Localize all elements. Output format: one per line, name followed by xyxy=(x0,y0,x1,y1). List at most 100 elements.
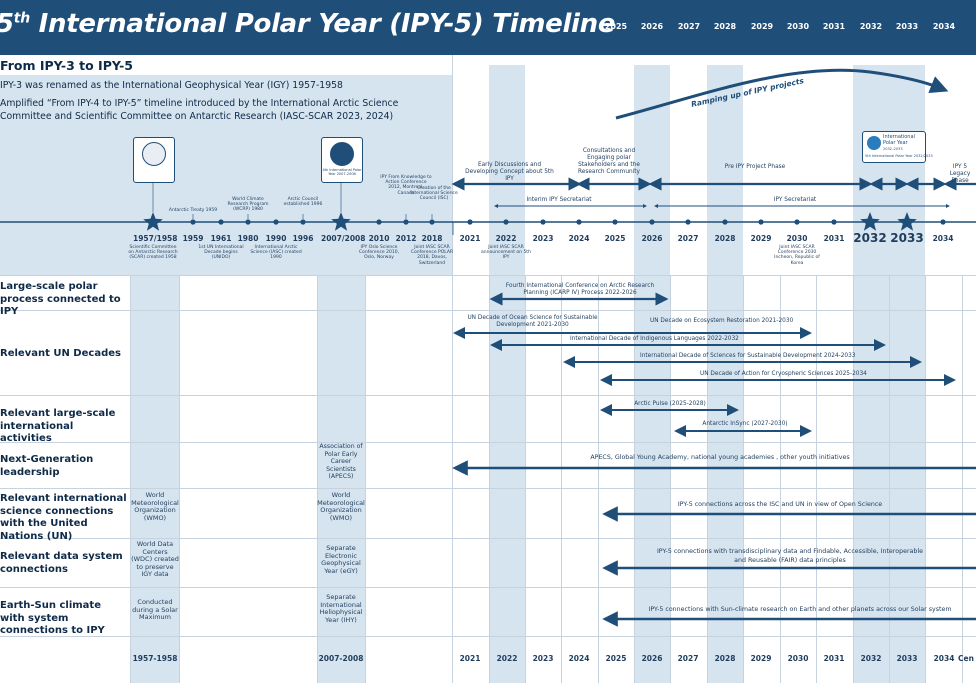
isc-un-label: IPY-5 connections across the ISC and UN … xyxy=(677,501,883,508)
dot-marker xyxy=(300,219,306,225)
event-1958-scar: Scientific Committee on Antarctic Resear… xyxy=(128,245,178,261)
event-1961: 1st UN International Decade begins (UNID… xyxy=(198,245,244,261)
header-year: 2025 xyxy=(604,22,628,31)
star-marker xyxy=(331,212,351,231)
timeline-year: 2033 xyxy=(890,231,924,245)
un-sciences-label: International Decade of Sciences for Sus… xyxy=(640,353,856,359)
dot-marker xyxy=(794,219,800,225)
row-divider xyxy=(0,395,976,396)
timeline-year: 2030 xyxy=(786,234,808,243)
ipy5-badge-years: 2032–2033 xyxy=(883,147,903,151)
col-divider xyxy=(853,275,854,683)
header-bar xyxy=(0,0,976,55)
star-marker xyxy=(897,212,917,231)
col-divider xyxy=(452,55,453,683)
ipy5-logo-icon xyxy=(867,136,881,150)
ihy-cell: Separate International Heliophysical Yea… xyxy=(319,593,363,624)
col-divider xyxy=(179,275,180,683)
intro-heading-bg xyxy=(0,55,452,75)
bottom-year: 2023 xyxy=(532,654,554,663)
event-1996: Arctic Council established 1996 xyxy=(283,197,323,208)
intro-heading: From IPY-3 to IPY-5 xyxy=(0,58,133,73)
ipy5-badge: International Polar Year 2032–2033 5th I… xyxy=(862,131,933,163)
un-ecosystem-label: UN Decade on Ecosystem Restoration 2021-… xyxy=(650,318,794,324)
timeline-year: 2010 xyxy=(368,234,390,243)
ipy4-badge-caption: 4th International Polar Year 2007-2008 xyxy=(322,168,362,176)
event-1980: World Climate Research Program (WCRP) 19… xyxy=(227,197,269,213)
wdc-cell: World Data Centers (WDC) created to pres… xyxy=(131,540,179,579)
header-year: 2031 xyxy=(822,22,846,31)
col-divider xyxy=(670,275,671,683)
arctic-pulse-label: Arctic Pulse (2025-2028) xyxy=(634,401,706,407)
col-divider xyxy=(130,275,131,683)
row-divider xyxy=(0,442,976,443)
phase-interim-label: Interim IPY Secretariat xyxy=(526,197,592,203)
timeline-year: 2023 xyxy=(532,234,554,243)
row-divider xyxy=(0,488,976,489)
wmo-cell-1957: World Meteorological Organization (WMO) xyxy=(131,491,179,522)
bottom-year: 2031 xyxy=(823,654,845,663)
dot-marker xyxy=(429,219,435,225)
dot-marker xyxy=(685,219,691,225)
row-label-next-gen: Next-Generation leadership xyxy=(0,454,94,478)
col-divider xyxy=(816,275,817,683)
intro-line: Committee and Scientific Committee on An… xyxy=(0,111,394,122)
dot-marker xyxy=(540,219,546,225)
col-divider xyxy=(889,275,890,683)
fair-label-2: and Reusable (FAIR) data principles xyxy=(734,557,846,564)
row-label-data-systems: Relevant data system connections xyxy=(0,551,123,575)
header-year: 2026 xyxy=(640,22,664,31)
timeline-year: 1990 xyxy=(265,234,287,243)
col-divider xyxy=(598,275,599,683)
youth-initiatives-label: APECS, Global Young Academy, national yo… xyxy=(590,454,850,461)
timeline-year: 2029 xyxy=(750,234,772,243)
ipy5-badge-caption: 5th International Polar Year 2032/2033 xyxy=(865,154,933,158)
bottom-year: 2027 xyxy=(677,654,699,663)
sun-climate-label: IPY-5 connections with Sun-climate resea… xyxy=(648,606,952,613)
col-divider xyxy=(743,275,744,683)
bottom-year: 2034 xyxy=(933,654,955,663)
bottom-year: 2026 xyxy=(641,654,663,663)
row-label-intl-activities: Relevant large-scale international activ… xyxy=(0,408,116,444)
col-divider xyxy=(561,275,562,683)
bottom-year: 2033 xyxy=(896,654,918,663)
timeline-year: 2027 xyxy=(677,234,699,243)
col-divider xyxy=(525,275,526,683)
bottom-year: 2022 xyxy=(496,654,518,663)
antarctic-insync-label: Antarctic InSync (2027-2030) xyxy=(702,421,788,427)
dot-marker xyxy=(649,219,655,225)
event-1959: Antarctic Treaty 1959 xyxy=(168,208,218,213)
solar-max-cell: Conducted during a Solar Maximum xyxy=(132,598,178,622)
bottom-year: 2025 xyxy=(605,654,627,663)
phase-consult-label: Consultations and Engaging polar Stakeho… xyxy=(578,148,640,175)
timeline-markers xyxy=(143,212,946,231)
band-2007 xyxy=(317,275,365,683)
bottom-year: 2021 xyxy=(459,654,481,663)
dot-marker xyxy=(940,219,946,225)
row-divider xyxy=(0,587,976,588)
bottom-year: 2032 xyxy=(860,654,882,663)
timeline-year: 2012 xyxy=(395,234,417,243)
timeline-year: 2024 xyxy=(568,234,590,243)
col-divider xyxy=(780,275,781,683)
col-divider xyxy=(317,275,318,683)
event-connectors xyxy=(152,182,433,219)
row-divider xyxy=(0,275,976,276)
ipy4-logo-icon xyxy=(330,142,354,166)
apecs-cell: Association of Polar Early Career Scient… xyxy=(319,443,363,481)
un-ocean-label: UN Decade of Ocean Science for Sustainab… xyxy=(467,315,598,328)
col-divider xyxy=(489,275,490,683)
timeline-year: 2021 xyxy=(459,234,481,243)
row-label-un-connections: Relevant international science connectio… xyxy=(0,493,127,542)
ipy5-badge-title: International Polar Year xyxy=(883,134,915,146)
dot-marker xyxy=(467,219,473,225)
star-marker xyxy=(860,212,880,231)
event-2018: Creation of the International Science Co… xyxy=(410,186,458,202)
ipy4-badge: 4th International Polar Year 2007-2008 xyxy=(321,137,363,183)
header-year: 2028 xyxy=(713,22,737,31)
un-indigenous-label: International Decade of Indigenous Langu… xyxy=(570,336,739,342)
header-year: 2034 xyxy=(932,22,956,31)
timeline-year: 2007/2008 xyxy=(321,234,366,243)
row-divider xyxy=(0,636,976,637)
